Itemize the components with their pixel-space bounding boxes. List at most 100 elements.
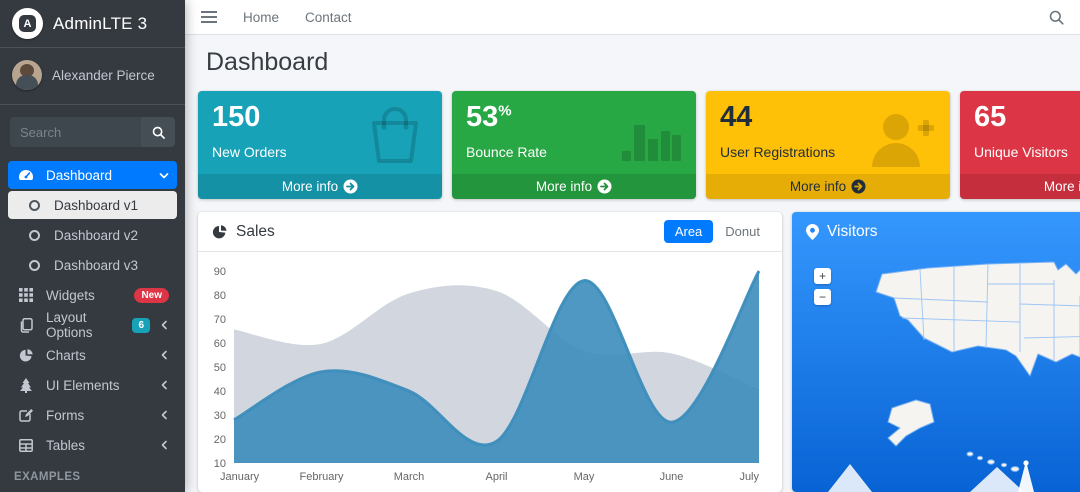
visitors-card-header: Visitors bbox=[792, 212, 1080, 252]
info-box-label: Bounce Rate bbox=[466, 144, 547, 160]
info-box-user-registrations: 44 User Registrations More info bbox=[706, 91, 950, 199]
info-box-label: Unique Visitors bbox=[974, 144, 1068, 160]
more-info-link[interactable]: More info bbox=[960, 174, 1080, 199]
map-zoom-controls: + − bbox=[814, 268, 831, 305]
svg-text:March: March bbox=[394, 471, 425, 483]
adminlte-logo-icon: A bbox=[12, 8, 43, 39]
info-box-bounce-rate: 53% Bounce Rate More info bbox=[452, 91, 696, 199]
edit-icon bbox=[16, 408, 36, 422]
sidebar-item-label: Forms bbox=[46, 407, 85, 423]
navbar-link-home[interactable]: Home bbox=[243, 9, 280, 25]
arrow-circle-right-icon bbox=[851, 179, 866, 194]
circle-icon bbox=[24, 199, 44, 211]
svg-text:20: 20 bbox=[214, 434, 226, 446]
main-area: Home Contact Dashboard 150 New Orders Mo… bbox=[185, 0, 1080, 492]
sidebar-item-label: Dashboard v2 bbox=[54, 227, 139, 243]
chevron-left-icon bbox=[161, 410, 167, 420]
svg-text:50: 50 bbox=[214, 362, 226, 374]
svg-text:60: 60 bbox=[214, 338, 226, 350]
info-box-row: 150 New Orders More info 53% Bounce Rate bbox=[198, 91, 1080, 199]
user-avatar[interactable] bbox=[12, 60, 42, 90]
content: Dashboard 150 New Orders More info 53% bbox=[185, 35, 1080, 492]
user-name[interactable]: Alexander Pierce bbox=[52, 67, 155, 83]
copy-icon bbox=[16, 317, 36, 333]
cards-row: Sales Area Donut 90 80 70 60 50 40 30 20 10 Janua… bbox=[198, 212, 1080, 492]
sidebar-item-label: Dashboard bbox=[46, 167, 113, 183]
visitors-card-title: Visitors bbox=[827, 223, 878, 240]
tachometer-icon bbox=[16, 168, 36, 182]
sidebar-search-button[interactable] bbox=[141, 117, 175, 147]
brand-title: AdminLTE 3 bbox=[53, 13, 148, 33]
info-box-unique-visitors: 65 Unique Visitors More info bbox=[960, 91, 1080, 199]
donut-tab-button[interactable]: Donut bbox=[717, 220, 768, 243]
svg-text:90: 90 bbox=[214, 266, 226, 278]
brand-link[interactable]: A AdminLTE 3 bbox=[0, 0, 185, 48]
sidebar-item-label: UI Elements bbox=[46, 377, 120, 393]
map-marker-icon bbox=[806, 224, 819, 240]
sidebar-nav: Dashboard Dashboard v1 Dashboard v2 Dash… bbox=[0, 151, 185, 492]
sidebar-item-widgets[interactable]: Widgets New bbox=[8, 281, 177, 309]
usa-map[interactable] bbox=[858, 256, 1080, 481]
svg-text:May: May bbox=[574, 471, 595, 483]
sidebar-item-label: Dashboard v3 bbox=[54, 257, 139, 273]
chevron-left-icon bbox=[161, 440, 167, 450]
area-tab-button[interactable]: Area bbox=[663, 220, 714, 243]
sidebar-item-charts[interactable]: Charts bbox=[8, 341, 177, 369]
sidebar-item-label: Tables bbox=[46, 437, 86, 453]
tree-icon bbox=[16, 377, 36, 393]
arrow-circle-right-icon bbox=[597, 179, 612, 194]
sidebar-item-dashboard-v2[interactable]: Dashboard v2 bbox=[8, 221, 177, 249]
map-zoom-out-button[interactable]: − bbox=[814, 289, 831, 305]
sidebar-item-dashboard[interactable]: Dashboard bbox=[8, 161, 177, 189]
sidebar-item-layout-options[interactable]: Layout Options 6 bbox=[8, 310, 177, 340]
sidebar: A AdminLTE 3 Alexander Pierce Dashboard … bbox=[0, 0, 185, 492]
sidebar-section-header: EXAMPLES bbox=[14, 471, 81, 483]
sidebar-search bbox=[10, 117, 175, 147]
sidebar-item-label: Dashboard v1 bbox=[54, 197, 139, 213]
svg-text:40: 40 bbox=[214, 386, 226, 398]
svg-text:April: April bbox=[485, 471, 507, 483]
sales-card-header: Sales Area Donut bbox=[198, 212, 782, 252]
more-info-link[interactable]: More info bbox=[452, 174, 696, 199]
sidebar-item-label: Widgets bbox=[46, 287, 95, 303]
info-box-value: 44 bbox=[720, 101, 753, 133]
grid-icon bbox=[16, 288, 36, 302]
navbar-search-icon[interactable] bbox=[1049, 10, 1064, 25]
sidebar-toggle-icon[interactable] bbox=[201, 11, 217, 23]
sidebar-item-label: Charts bbox=[46, 347, 86, 363]
info-box-label: New Orders bbox=[212, 144, 287, 160]
sidebar-item-dashboard-v1[interactable]: Dashboard v1 bbox=[8, 191, 177, 219]
bar-chart-icon bbox=[620, 117, 682, 166]
sales-card: Sales Area Donut 90 80 70 60 50 40 30 20 10 Janua… bbox=[198, 212, 782, 492]
more-info-link[interactable]: More info bbox=[706, 174, 950, 199]
svg-text:January: January bbox=[220, 471, 260, 483]
visitors-sparkline bbox=[828, 460, 1034, 492]
sidebar-search-input[interactable] bbox=[10, 117, 141, 147]
svg-text:10: 10 bbox=[214, 458, 226, 470]
map-zoom-in-button[interactable]: + bbox=[814, 268, 831, 284]
visitors-card: Visitors + − bbox=[792, 212, 1080, 492]
navbar-link-contact[interactable]: Contact bbox=[305, 9, 352, 25]
sidebar-item-tables[interactable]: Tables bbox=[8, 431, 177, 459]
sidebar-item-ui-elements[interactable]: UI Elements bbox=[8, 371, 177, 399]
svg-text:June: June bbox=[660, 471, 684, 483]
sidebar-item-label: Layout Options bbox=[46, 310, 93, 340]
chevron-left-icon bbox=[161, 350, 167, 360]
new-badge: New bbox=[134, 287, 169, 303]
info-box-value: 53% bbox=[466, 101, 512, 133]
circle-icon bbox=[24, 229, 44, 241]
info-box-new-orders: 150 New Orders More info bbox=[198, 91, 442, 199]
sales-card-title: Sales bbox=[236, 222, 275, 240]
shopping-bag-icon bbox=[362, 103, 428, 170]
pie-chart-icon bbox=[16, 348, 36, 363]
pie-chart-icon bbox=[212, 224, 227, 238]
table-icon bbox=[16, 438, 36, 452]
arrow-circle-right-icon bbox=[343, 179, 358, 194]
sidebar-item-dashboard-v3[interactable]: Dashboard v3 bbox=[8, 251, 177, 279]
more-info-link[interactable]: More info bbox=[198, 174, 442, 199]
svg-text:30: 30 bbox=[214, 410, 226, 422]
info-box-value: 65 bbox=[974, 101, 1007, 133]
sidebar-item-forms[interactable]: Forms bbox=[8, 401, 177, 429]
search-icon bbox=[152, 126, 165, 139]
